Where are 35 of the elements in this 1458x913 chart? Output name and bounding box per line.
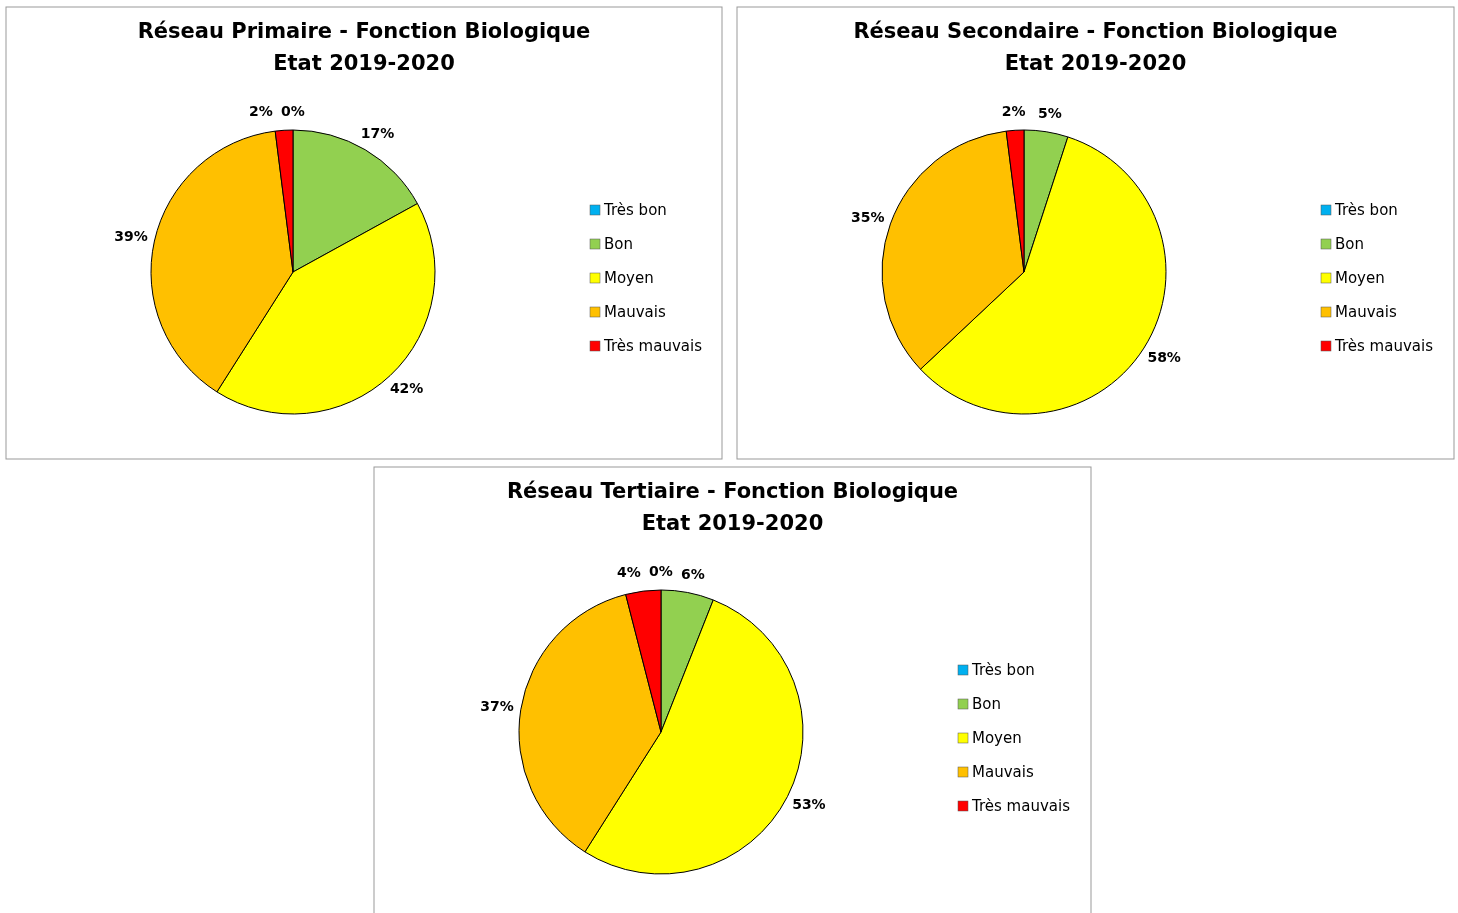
data-label: 37% (480, 697, 514, 714)
text: 0% (281, 103, 305, 119)
data-label: 35% (851, 208, 885, 225)
chart-subtitle: Etat 2019-2020 (1004, 51, 1187, 75)
legend-label: Moyen (604, 268, 654, 287)
chart-title: Réseau Secondaire - Fonction Biologique (853, 19, 1338, 43)
data-label: 2% (249, 103, 273, 120)
legend-label: Très bon (971, 660, 1035, 679)
legend-label: Bon (972, 694, 1001, 713)
legend-label: Très mauvais (1334, 336, 1434, 355)
data-label: 4% (617, 564, 641, 581)
legend-label: Mauvais (972, 762, 1034, 781)
data-label: 6% (681, 565, 705, 582)
data-label: 2% (1001, 103, 1026, 120)
chart-title: Réseau Tertiaire - Fonction Biologique (506, 479, 959, 503)
legend-label: Moyen (972, 728, 1022, 747)
data-label: 39% (114, 228, 148, 245)
legend-label: Mauvais (1335, 302, 1397, 321)
legend-label: Mauvais (604, 302, 666, 321)
legend-label: Bon (604, 234, 633, 253)
data-label: 58% (1147, 348, 1181, 365)
legend-label: Bon (1335, 234, 1364, 253)
chart-title: Réseau Primaire - Fonction Biologique (137, 19, 591, 43)
data-label: 42% (389, 379, 424, 396)
legend-label: Très mauvais (603, 336, 703, 355)
legend-label: Très bon (603, 200, 667, 219)
chart-subtitle: Etat 2019-2020 (273, 51, 455, 75)
text: 0% (649, 563, 673, 579)
data-label: 53% (792, 795, 826, 812)
chart-subtitle: Etat 2019-2020 (641, 511, 824, 535)
data-label: 17% (360, 125, 395, 142)
legend-label: Très mauvais (971, 796, 1071, 815)
legend-label: Très bon (1334, 200, 1398, 219)
legend-label: Moyen (1335, 268, 1385, 287)
data-label: 5% (1038, 104, 1062, 121)
